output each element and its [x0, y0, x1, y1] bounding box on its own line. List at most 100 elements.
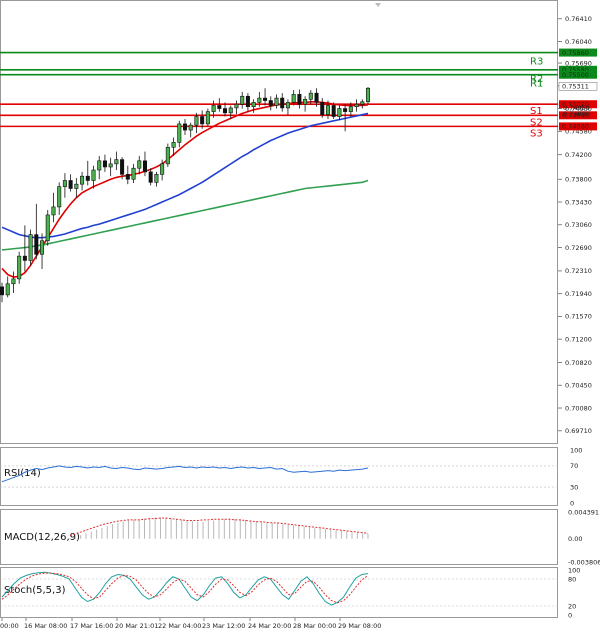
candle — [62, 173, 67, 198]
time-tick-label: 20 Mar 21:01 — [115, 622, 158, 630]
resistance-price-text: 0.75580 — [562, 66, 589, 74]
support-price-text: 0.74660 — [562, 123, 589, 131]
candle-down-body — [217, 105, 222, 109]
candles — [0, 87, 371, 303]
candle — [51, 192, 56, 223]
candle-up-body — [131, 167, 136, 180]
candle-down-body — [120, 159, 125, 175]
stoch-tick-label: 100 — [568, 566, 580, 574]
candle-down-body — [85, 175, 90, 181]
candle — [131, 163, 136, 183]
candle — [280, 93, 285, 112]
candle — [257, 91, 262, 107]
candle — [120, 157, 125, 180]
candle-up-body — [80, 175, 85, 185]
candle — [28, 229, 33, 266]
candle-up-body — [97, 160, 102, 171]
time-tick-label: 28 Mar 00:00 — [293, 622, 336, 630]
candle — [148, 168, 153, 186]
candle-down-body — [34, 234, 39, 255]
candle-down-body — [314, 92, 319, 103]
support-price-tag — [559, 100, 597, 109]
candle-up-body — [251, 102, 256, 107]
rsi-line — [1, 465, 369, 483]
candle — [360, 99, 365, 109]
candle — [343, 104, 348, 132]
candle — [337, 105, 342, 121]
macd-title: MACD(12,26,9) — [4, 532, 80, 543]
macd-series: 0.004391 0.00 -0.003806 — [69, 508, 600, 566]
scroll-marker-icon[interactable] — [375, 3, 381, 7]
resistance-label: R3 — [530, 57, 543, 68]
resistance-label: R2 — [530, 74, 543, 85]
candle — [11, 271, 16, 294]
candle-up-body — [354, 103, 359, 107]
candle-up-body — [240, 95, 245, 105]
candle — [314, 88, 319, 107]
candle-up-body — [177, 123, 182, 143]
candle — [228, 105, 233, 119]
ma-line — [1, 179, 369, 251]
current-price-tag — [558, 82, 598, 91]
candle-down-body — [142, 160, 147, 173]
candle — [263, 88, 268, 106]
candle — [102, 154, 107, 172]
candle-down-body — [297, 94, 302, 105]
candle — [211, 100, 216, 118]
price-tick-label: 0.74580 — [565, 128, 592, 136]
candle-up-body — [348, 106, 353, 112]
time-tick-label: 24 Mar 20:00 — [248, 622, 291, 630]
price-tick-label: 0.70450 — [565, 382, 592, 390]
candle-up-body — [137, 160, 142, 169]
price-tick-label: 0.73060 — [565, 221, 592, 229]
candle — [245, 93, 250, 112]
resistance-price-tag — [559, 65, 597, 74]
resistance-price-tag — [559, 48, 597, 57]
candle — [188, 122, 193, 138]
candle-up-body — [165, 146, 170, 165]
ma-line — [1, 112, 369, 239]
candle — [194, 112, 199, 134]
time-tick-label: 00:00 — [0, 622, 19, 630]
price-tick-label: 0.73800 — [565, 176, 592, 184]
current-price-text: 0.75311 — [562, 83, 589, 91]
candle — [154, 171, 159, 187]
candle — [34, 203, 39, 260]
candle — [160, 159, 165, 181]
price-panel: 0.764100.760400.756900.753200.749500.745… — [0, 0, 598, 444]
time-tick-label: 17 Mar 16:00 — [70, 622, 113, 630]
candle — [234, 100, 239, 115]
candle — [85, 160, 90, 186]
candle — [205, 108, 210, 127]
support-price-tag — [559, 111, 597, 120]
candle-down-body — [263, 97, 268, 101]
candle — [165, 143, 170, 167]
candle-down-body — [268, 100, 273, 106]
candle-down-body — [223, 108, 228, 114]
candle-up-body — [274, 97, 279, 106]
candle-up-body — [325, 105, 330, 115]
support-label: S1 — [530, 106, 543, 117]
candle — [68, 174, 73, 192]
price-tick-label: 0.70820 — [565, 359, 592, 367]
price-panel-frame — [0, 0, 558, 444]
rsi-tick-label: 70 — [570, 462, 578, 470]
price-tick-label: 0.73430 — [565, 198, 592, 206]
time-tick-label: 29 Mar 08:00 — [338, 622, 381, 630]
candle-up-body — [51, 206, 56, 216]
candle-up-body — [154, 174, 159, 183]
candle-up-body — [291, 94, 296, 103]
candle — [274, 94, 279, 109]
candle-up-body — [194, 116, 199, 126]
resistance-price-tag — [559, 70, 597, 79]
candle — [308, 90, 313, 105]
candle-down-body — [320, 102, 325, 115]
candle — [200, 110, 205, 129]
stoch-title: Stoch(5,5,3) — [4, 585, 66, 596]
stoch-k-line — [1, 571, 369, 606]
candle-up-body — [303, 99, 308, 105]
